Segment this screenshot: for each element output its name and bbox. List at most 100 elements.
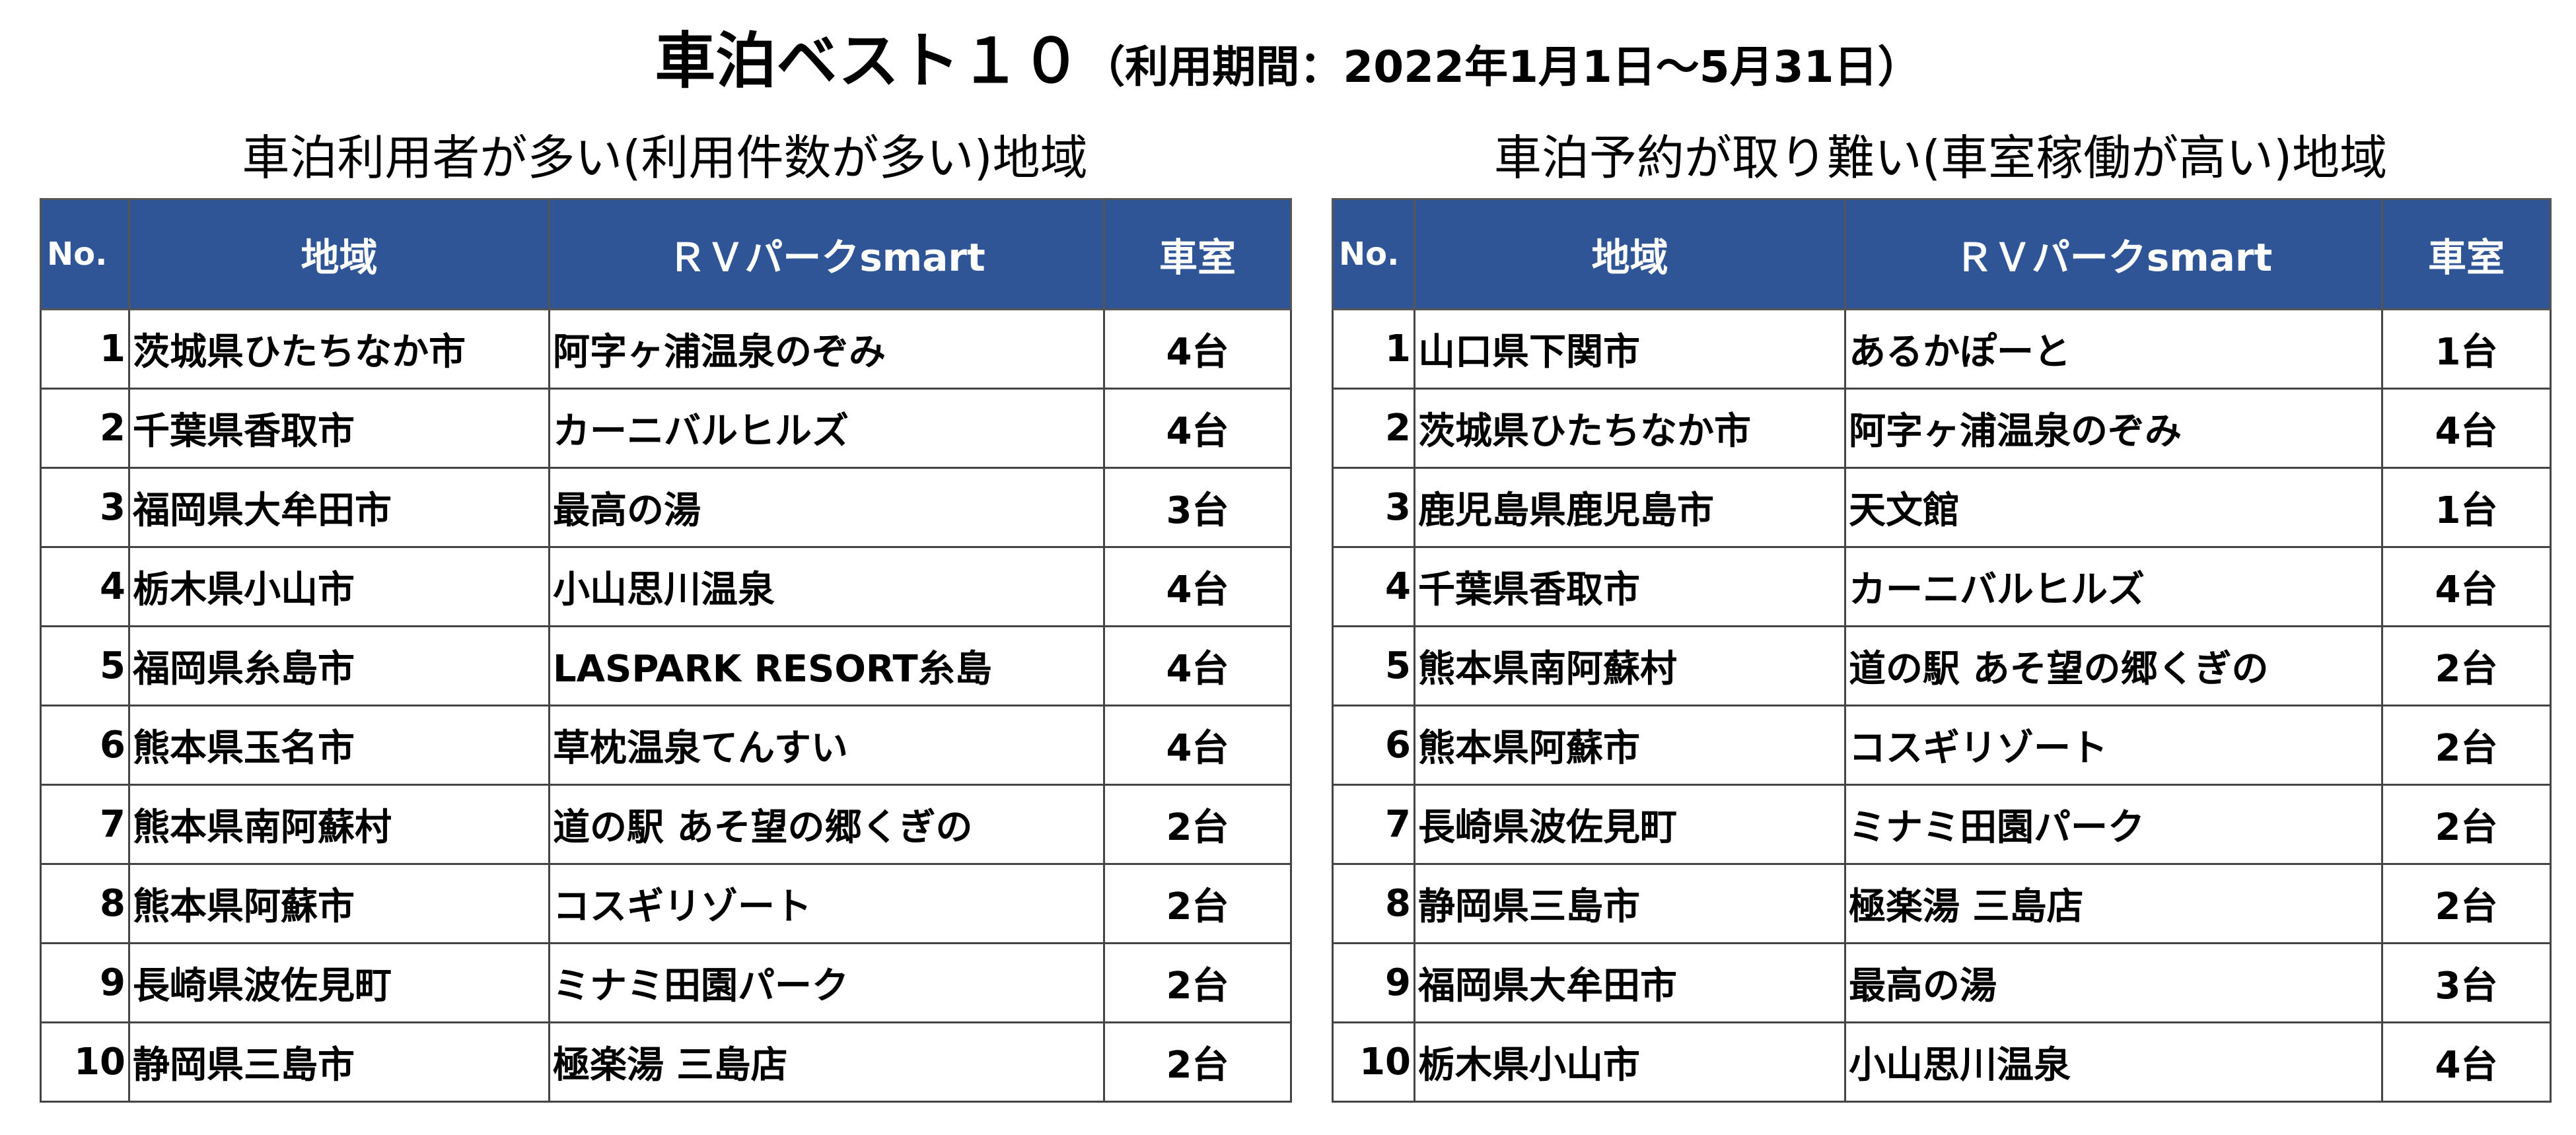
header-no: No. [40,198,130,310]
header-rooms: 車室 [2381,198,2552,310]
table-row: 1 茨城県ひたちなか市 阿字ヶ浦温泉のぞみ 4台 [40,308,1292,390]
rank-number-cell: 2 [1332,388,1415,469]
rv-park-cell: LASPARK RESORT糸島 [548,625,1105,706]
rv-park-cell: コスギリゾート [1844,705,2383,786]
area-cell: 長崎県波佐見町 [1413,784,1846,865]
rank-number-cell: 10 [40,1021,130,1103]
booking-difficulty-body: 1 山口県下関市 あるかぽーと 1台 2 茨城県ひたちなか市 阿字ヶ浦温泉のぞみ 4台 3 鹿児島… [1332,308,2552,1103]
rooms-cell: 3台 [2381,942,2552,1023]
rooms-cell: 4台 [2381,388,2552,469]
usage-ranking-table: No. 地域 ＲＶパークsmart 車室 1 茨城県ひたちなか市 阿字ヶ浦温泉のぞみ… [40,198,1292,1103]
rv-park-cell: 最高の湯 [548,467,1105,548]
table-row: 4 千葉県香取市 カーニバルヒルズ 4台 [1332,546,2552,627]
table-header-row: No. 地域 ＲＶパークsmart 車室 [40,198,1292,310]
area-cell: 熊本県南阿蘇村 [1413,625,1846,706]
table-row: 6 熊本県阿蘇市 コスギリゾート 2台 [1332,705,2552,786]
rank-number-cell: 10 [1332,1021,1415,1103]
rank-number-cell: 7 [40,784,130,865]
rv-park-cell: 阿字ヶ浦温泉のぞみ [1844,388,2383,469]
table-row: 9 長崎県波佐見町 ミナミ田園パーク 2台 [40,942,1292,1023]
rv-park-cell: 天文館 [1844,467,2383,548]
table-header-row: No. 地域 ＲＶパークsmart 車室 [1332,198,2552,310]
table-row: 8 静岡県三島市 極楽湯 三島店 2台 [1332,863,2552,944]
rank-number-cell: 1 [1332,308,1415,390]
area-cell: 山口県下関市 [1413,308,1846,390]
area-cell: 熊本県阿蘇市 [128,863,550,944]
rv-park-cell: ミナミ田園パーク [548,942,1105,1023]
rank-number-cell: 3 [40,467,130,548]
area-cell: 茨城県ひたちなか市 [128,308,550,390]
rooms-cell: 2台 [2381,784,2552,865]
table-row: 9 福岡県大牟田市 最高の湯 3台 [1332,942,2552,1023]
rv-park-cell: カーニバルヒルズ [1844,546,2383,627]
area-cell: 熊本県玉名市 [128,705,550,786]
table-row: 2 千葉県香取市 カーニバルヒルズ 4台 [40,388,1292,469]
area-cell: 福岡県大牟田市 [1413,942,1846,1023]
table-row: 7 熊本県南阿蘇村 道の駅 あそ望の郷くぎの 2台 [40,784,1292,865]
rooms-cell: 4台 [1103,546,1292,627]
area-cell: 静岡県三島市 [128,1021,550,1103]
area-cell: 福岡県糸島市 [128,625,550,706]
rank-number-cell: 5 [1332,625,1415,706]
area-cell: 栃木県小山市 [1413,1021,1846,1103]
usage-ranking-body: 1 茨城県ひたちなか市 阿字ヶ浦温泉のぞみ 4台 2 千葉県香取市 カーニバルヒルズ 4台 3 福… [40,308,1292,1103]
rv-park-cell: 極楽湯 三島店 [548,1021,1105,1103]
table-row: 10 静岡県三島市 極楽湯 三島店 2台 [40,1021,1292,1103]
table-row: 5 福岡県糸島市 LASPARK RESORT糸島 4台 [40,625,1292,706]
rv-park-cell: 最高の湯 [1844,942,2383,1023]
area-cell: 茨城県ひたちなか市 [1413,388,1846,469]
rooms-cell: 2台 [1103,784,1292,865]
rank-number-cell: 1 [40,308,130,390]
rank-number-cell: 5 [40,625,130,706]
rooms-cell: 3台 [1103,467,1292,548]
area-cell: 熊本県南阿蘇村 [128,784,550,865]
rooms-cell: 4台 [1103,308,1292,390]
rooms-cell: 2台 [1103,863,1292,944]
rv-park-cell: 小山思川温泉 [1844,1021,2383,1103]
rooms-cell: 1台 [2381,467,2552,548]
rank-number-cell: 4 [40,546,130,627]
left-table-subtitle: 車泊利用者が多い(利用件数が多い)地域 [242,130,1088,186]
rv-park-cell: コスギリゾート [548,863,1105,944]
table-row: 8 熊本県阿蘇市 コスギリゾート 2台 [40,863,1292,944]
area-cell: 栃木県小山市 [128,546,550,627]
rv-park-cell: あるかぽーと [1844,308,2383,390]
area-cell: 千葉県香取市 [128,388,550,469]
table-row: 6 熊本県玉名市 草枕温泉てんすい 4台 [40,705,1292,786]
rank-number-cell: 7 [1332,784,1415,865]
area-cell: 熊本県阿蘇市 [1413,705,1846,786]
table-row: 7 長崎県波佐見町 ミナミ田園パーク 2台 [1332,784,2552,865]
area-cell: 静岡県三島市 [1413,863,1846,944]
area-cell: 長崎県波佐見町 [128,942,550,1023]
rv-park-cell: 道の駅 あそ望の郷くぎの [1844,625,2383,706]
table-row: 1 山口県下関市 あるかぽーと 1台 [1332,308,2552,390]
rank-number-cell: 9 [40,942,130,1023]
rooms-cell: 4台 [2381,1021,2552,1103]
table-row: 3 鹿児島県鹿児島市 天文館 1台 [1332,467,2552,548]
rooms-cell: 2台 [1103,942,1292,1023]
rooms-cell: 2台 [2381,705,2552,786]
table-row: 10 栃木県小山市 小山思川温泉 4台 [1332,1021,2552,1103]
rooms-cell: 4台 [1103,625,1292,706]
right-table-subtitle: 車泊予約が取り難い(車室稼働が高い)地域 [1493,130,2388,186]
title-main: 車泊ベスト１０ [655,26,1082,96]
table-row: 2 茨城県ひたちなか市 阿字ヶ浦温泉のぞみ 4台 [1332,388,2552,469]
rv-park-cell: ミナミ田園パーク [1844,784,2383,865]
header-rv-park: ＲＶパークsmart [548,198,1105,310]
table-row: 3 福岡県大牟田市 最高の湯 3台 [40,467,1292,548]
rooms-cell: 2台 [2381,863,2552,944]
area-cell: 千葉県香取市 [1413,546,1846,627]
rooms-cell: 4台 [1103,705,1292,786]
rv-park-cell: 道の駅 あそ望の郷くぎの [548,784,1105,865]
rooms-cell: 1台 [2381,308,2552,390]
header-no: No. [1332,198,1415,310]
header-rv-park: ＲＶパークsmart [1844,198,2383,310]
rank-number-cell: 6 [40,705,130,786]
rv-park-cell: カーニバルヒルズ [548,388,1105,469]
rv-park-cell: 極楽湯 三島店 [1844,863,2383,944]
title-period: （利用期間：2022年1月1日～5月31日） [1081,42,1921,92]
header-rooms: 車室 [1103,198,1292,310]
rv-park-cell: 草枕温泉てんすい [548,705,1105,786]
rooms-cell: 2台 [1103,1021,1292,1103]
rooms-cell: 4台 [2381,546,2552,627]
